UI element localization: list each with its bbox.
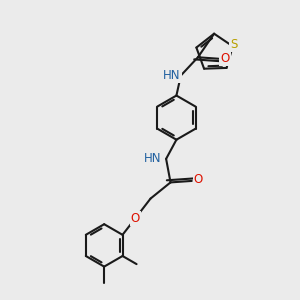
Text: HN: HN bbox=[144, 152, 162, 165]
Text: O: O bbox=[220, 52, 230, 65]
Text: O: O bbox=[130, 212, 140, 225]
Text: HN: HN bbox=[163, 69, 181, 82]
Text: S: S bbox=[230, 38, 238, 51]
Text: O: O bbox=[194, 173, 203, 186]
